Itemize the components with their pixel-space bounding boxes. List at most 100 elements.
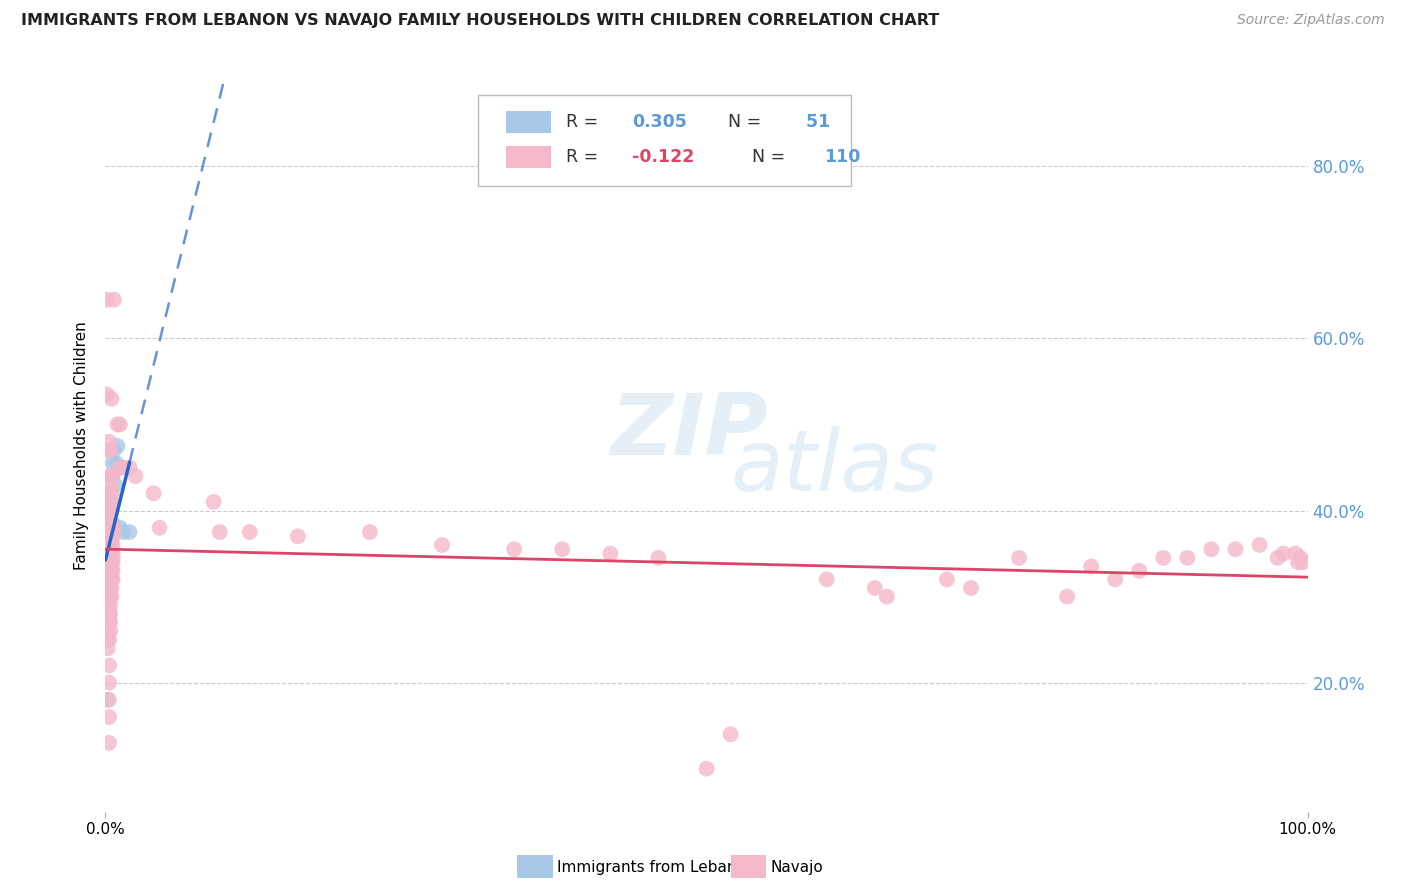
Point xyxy=(97,516,120,531)
Point xyxy=(96,693,118,707)
Point xyxy=(647,550,669,565)
Point xyxy=(97,632,120,647)
Point xyxy=(97,538,120,552)
Point xyxy=(98,555,121,569)
Point xyxy=(98,736,121,750)
Point xyxy=(98,529,121,543)
Point xyxy=(1249,538,1271,552)
Point xyxy=(118,524,141,539)
Point xyxy=(599,547,621,561)
Point xyxy=(98,624,121,638)
Point xyxy=(103,521,125,535)
Point xyxy=(101,538,124,552)
Point xyxy=(97,559,120,574)
Point xyxy=(101,469,124,483)
Point xyxy=(97,550,120,565)
Text: 110: 110 xyxy=(824,148,860,166)
Bar xyxy=(506,111,551,133)
Point xyxy=(100,581,122,595)
Text: atlas: atlas xyxy=(731,426,939,509)
Point xyxy=(112,524,135,539)
Point xyxy=(96,529,118,543)
Point xyxy=(98,538,121,552)
Point xyxy=(97,550,120,565)
Point xyxy=(124,469,146,483)
Point xyxy=(696,762,718,776)
Point xyxy=(148,521,170,535)
Point xyxy=(98,542,121,557)
Point xyxy=(98,632,121,647)
Point xyxy=(97,624,120,638)
Point xyxy=(98,547,121,561)
Point xyxy=(97,555,120,569)
Point xyxy=(98,547,121,561)
Point xyxy=(142,486,165,500)
Point xyxy=(96,533,118,548)
Point xyxy=(97,581,120,595)
Point xyxy=(1225,542,1247,557)
Point xyxy=(98,607,121,621)
Point xyxy=(1284,547,1306,561)
Point xyxy=(815,573,838,587)
Point xyxy=(105,456,128,470)
Point xyxy=(960,581,983,595)
Point xyxy=(97,547,120,561)
Point xyxy=(97,568,120,582)
Point xyxy=(1175,550,1198,565)
Text: Source: ZipAtlas.com: Source: ZipAtlas.com xyxy=(1237,13,1385,28)
Point xyxy=(96,542,118,557)
Point xyxy=(97,538,120,552)
Point xyxy=(100,564,122,578)
Point xyxy=(100,469,122,483)
Text: 0.305: 0.305 xyxy=(631,113,688,131)
Point xyxy=(97,598,120,612)
Point xyxy=(97,568,120,582)
Point xyxy=(100,495,122,509)
Point xyxy=(98,598,121,612)
Point xyxy=(98,550,121,565)
Point xyxy=(112,460,135,475)
Point xyxy=(101,516,124,531)
Point xyxy=(97,564,120,578)
Point xyxy=(108,417,131,432)
Point xyxy=(104,477,127,491)
Point xyxy=(359,524,381,539)
Bar xyxy=(506,146,551,168)
Point xyxy=(98,564,121,578)
Point xyxy=(876,590,898,604)
Point xyxy=(100,392,122,406)
Point xyxy=(97,521,120,535)
Point xyxy=(1201,542,1223,557)
Point xyxy=(96,293,118,307)
Point xyxy=(98,573,121,587)
Point xyxy=(98,550,121,565)
Point xyxy=(96,521,118,535)
Text: 51: 51 xyxy=(800,113,831,131)
Point xyxy=(100,547,122,561)
Point xyxy=(720,727,742,741)
Point xyxy=(103,443,125,458)
Point xyxy=(98,503,121,517)
Point xyxy=(97,508,120,522)
Point xyxy=(97,581,120,595)
Point xyxy=(98,486,121,500)
Point xyxy=(1128,564,1150,578)
Point xyxy=(101,564,124,578)
Point xyxy=(98,573,121,587)
Point xyxy=(98,550,121,565)
Point xyxy=(108,521,131,535)
Point xyxy=(98,615,121,630)
Point xyxy=(97,503,120,517)
Point xyxy=(287,529,309,543)
Point xyxy=(98,538,121,552)
Point xyxy=(1289,550,1312,565)
Point xyxy=(98,547,121,561)
Text: Navajo: Navajo xyxy=(770,860,824,874)
Point xyxy=(98,521,121,535)
Point xyxy=(936,573,959,587)
Point xyxy=(98,443,121,458)
Point xyxy=(101,529,124,543)
Point xyxy=(98,710,121,724)
Text: R =: R = xyxy=(565,113,603,131)
Y-axis label: Family Households with Children: Family Households with Children xyxy=(75,322,90,570)
